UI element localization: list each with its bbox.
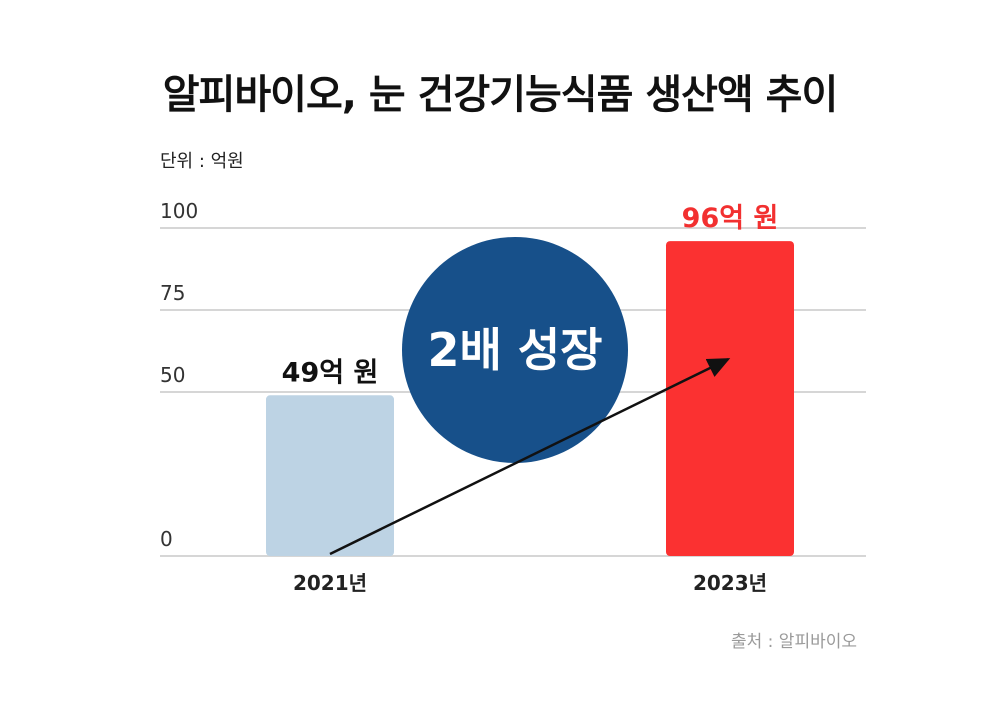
y-tick-label: 75	[160, 281, 185, 305]
growth-badge-text: 2배 성장	[428, 323, 603, 377]
x-tick-label: 2021년	[293, 571, 367, 595]
unit-label: 단위 : 억원	[160, 151, 244, 172]
growth-arrow	[329, 358, 731, 556]
bar-2021년	[266, 395, 394, 556]
chart-title: 알피바이오, 눈 건강기능식품 생산액 추이	[162, 72, 839, 118]
bar-2023년	[666, 241, 794, 556]
x-tick-label: 2023년	[693, 571, 767, 595]
data-label: 96억 원	[682, 203, 779, 234]
y-tick-label: 100	[160, 199, 198, 223]
source-label: 출처 : 알피바이오	[730, 632, 857, 652]
y-tick-label: 0	[160, 527, 173, 551]
y-tick-label: 50	[160, 363, 185, 387]
growth-badge-circle	[402, 237, 628, 463]
data-label: 49억 원	[282, 357, 379, 388]
